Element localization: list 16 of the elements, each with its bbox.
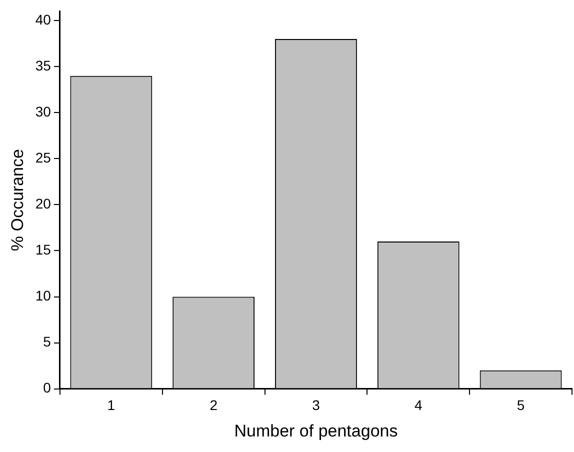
y-tick-label: 15 bbox=[35, 242, 52, 258]
x-tick-label: 5 bbox=[516, 397, 525, 414]
x-tick-label: 2 bbox=[210, 397, 218, 414]
y-tick-label: 20 bbox=[35, 196, 52, 212]
x-axis-title: Number of pentagons bbox=[234, 421, 398, 440]
y-tick-label: 0 bbox=[43, 380, 52, 396]
x-tick-label: 4 bbox=[414, 397, 422, 414]
y-tick-label: 40 bbox=[35, 11, 52, 28]
y-tick-label: 5 bbox=[43, 334, 52, 350]
y-tick-label: 35 bbox=[35, 57, 52, 74]
y-axis-title: % Occurance bbox=[8, 149, 27, 252]
y-tick-label: 25 bbox=[35, 150, 52, 166]
y-tick-label: 30 bbox=[35, 104, 52, 120]
x-tick-label: 1 bbox=[107, 397, 116, 414]
y-tick-label: 10 bbox=[35, 288, 52, 304]
x-tick-label: 3 bbox=[312, 397, 320, 414]
